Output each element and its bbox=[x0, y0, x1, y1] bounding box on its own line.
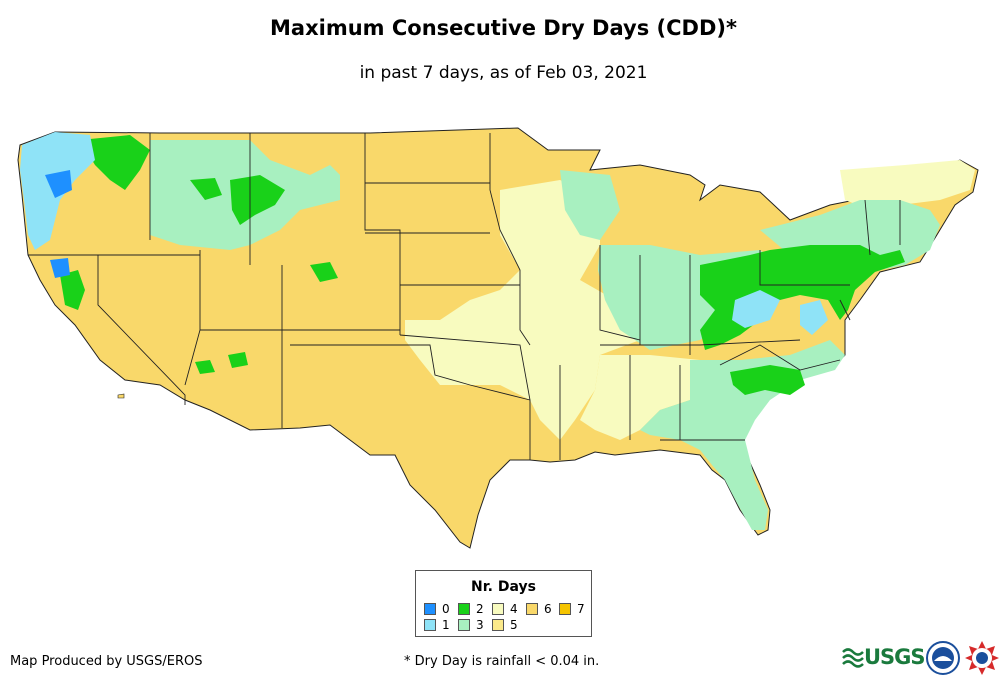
state-borders bbox=[28, 133, 901, 460]
region-3-greatlakes bbox=[560, 170, 620, 240]
region-2-rockies bbox=[310, 262, 338, 282]
legend-label: 2 bbox=[476, 602, 484, 616]
usgs-logo-icon bbox=[842, 648, 864, 668]
legend-title: Nr. Days bbox=[471, 579, 536, 595]
legend-swatch bbox=[559, 603, 571, 615]
region-4-southeast bbox=[580, 355, 700, 440]
region-2-northwest-a bbox=[80, 135, 150, 190]
island-channel bbox=[117, 393, 125, 399]
region-2-carolina bbox=[730, 365, 805, 395]
agency-logos: USGS bbox=[842, 638, 1002, 680]
dry-day-footnote: * Dry Day is rainfall < 0.04 in. bbox=[404, 654, 600, 669]
region-1-delaware bbox=[800, 300, 828, 335]
legend-label: 7 bbox=[577, 602, 585, 616]
legend-swatch bbox=[526, 603, 538, 615]
legend-swatch bbox=[458, 619, 470, 631]
legend-swatch bbox=[424, 603, 436, 615]
map-credit: Map Produced by USGS/EROS bbox=[10, 654, 203, 669]
map-subtitle: in past 7 days, as of Feb 03, 2021 bbox=[359, 63, 648, 83]
legend-swatch bbox=[492, 619, 504, 631]
region-3-southeast bbox=[640, 340, 845, 530]
usgs-wordmark: USGS bbox=[864, 645, 926, 669]
nws-logo-icon bbox=[965, 641, 999, 675]
region-2-cal-coast bbox=[60, 270, 85, 310]
region-2-sandiego bbox=[195, 360, 215, 374]
legend-label: 0 bbox=[442, 602, 450, 616]
legend: Nr. Days 0 1 2 3 4 5 6 7 bbox=[415, 570, 592, 637]
legend-swatch bbox=[424, 619, 436, 631]
legend-label: 1 bbox=[442, 618, 450, 632]
region-0-oregon bbox=[45, 170, 72, 198]
region-4-central bbox=[405, 180, 640, 440]
noaa-logo-icon bbox=[926, 641, 960, 675]
region-2-northwest-c bbox=[190, 178, 222, 200]
map-title: Maximum Consecutive Dry Days (CDD)* bbox=[270, 16, 737, 40]
legend-label: 4 bbox=[510, 602, 518, 616]
region-0-california bbox=[50, 258, 70, 278]
legend-label: 3 bbox=[476, 618, 484, 632]
legend-label: 6 bbox=[544, 602, 552, 616]
region-4-east bbox=[840, 160, 975, 210]
legend-swatch bbox=[492, 603, 504, 615]
legend-label: 5 bbox=[510, 618, 518, 632]
legend-swatch bbox=[458, 603, 470, 615]
region-2-arizona bbox=[228, 352, 248, 368]
region-1-virginia bbox=[732, 290, 780, 328]
region-2-northwest-b bbox=[230, 175, 285, 225]
